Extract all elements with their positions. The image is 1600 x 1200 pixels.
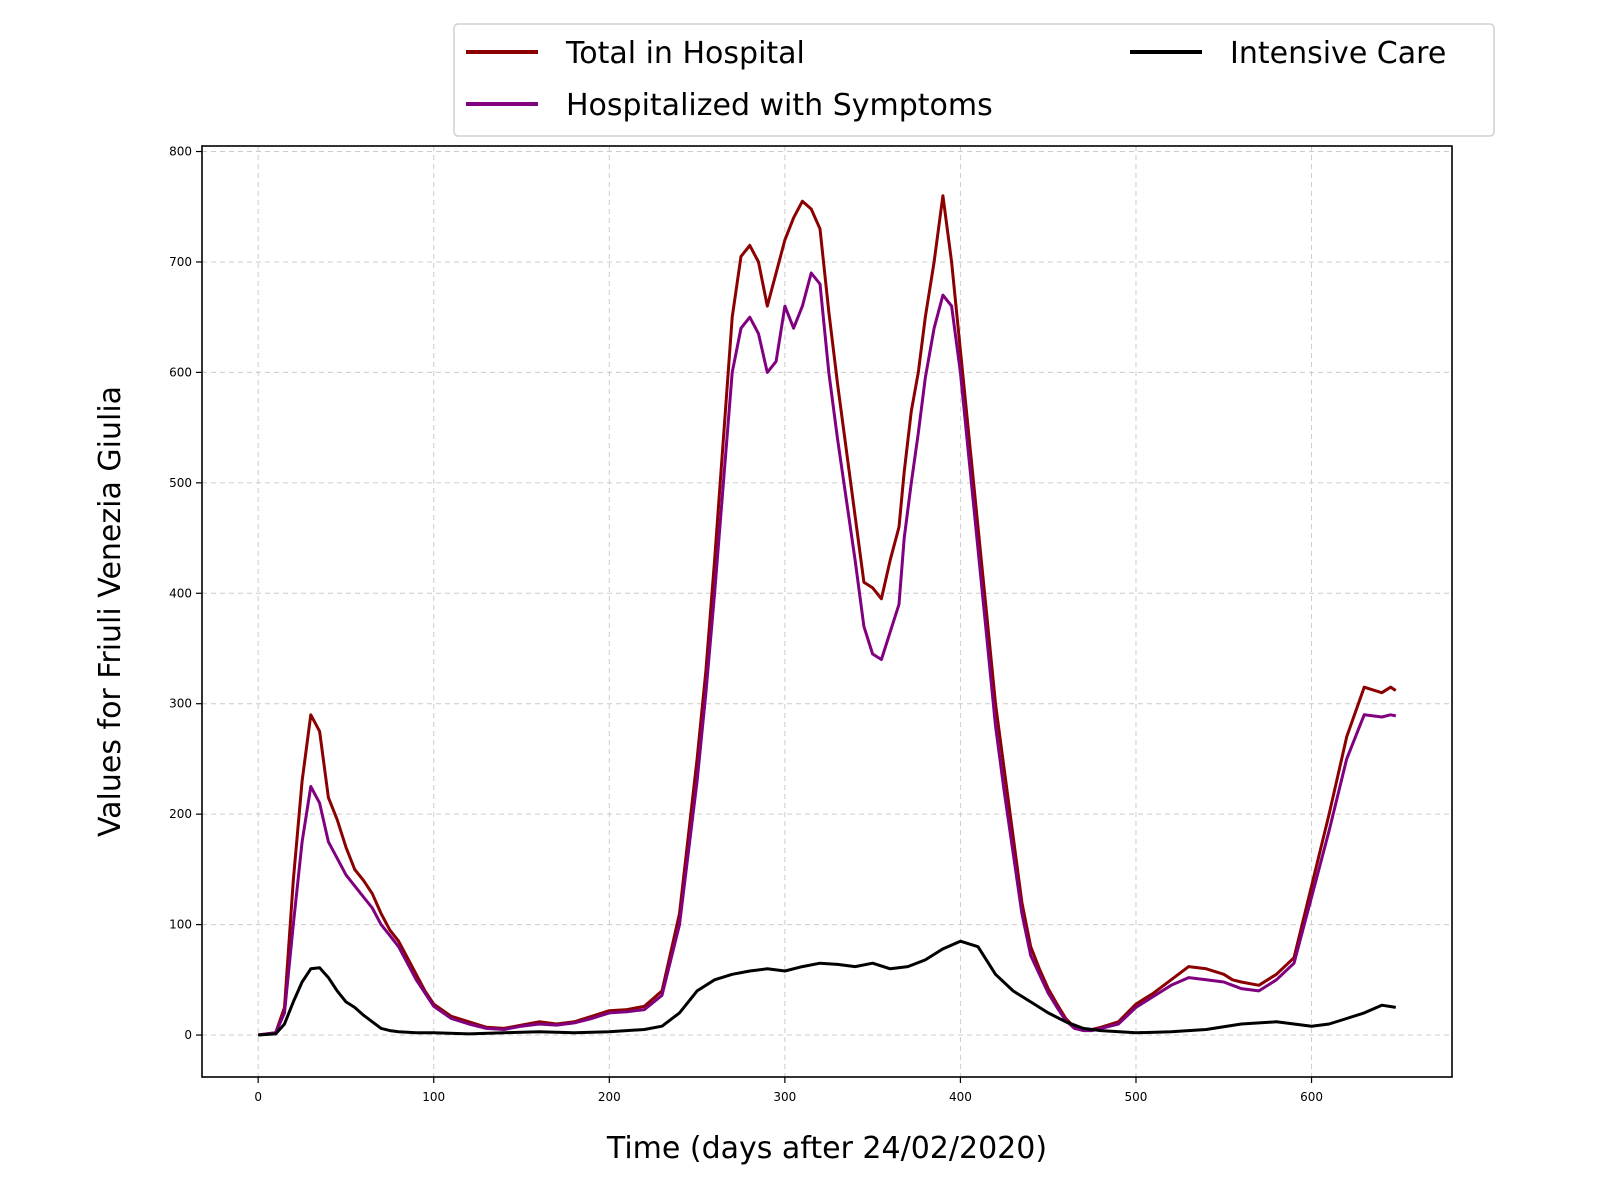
x-tick-label: 500 [1125,1090,1148,1104]
x-tick-label: 0 [254,1090,262,1104]
grid [202,146,1452,1077]
plot-frame [201,145,1453,1078]
y-axis-label: Values for Friuli Venezia Giulia [93,386,128,837]
y-tick-label: 200 [169,807,192,821]
x-tick-label: 400 [949,1090,972,1104]
legend-label-1: Hospitalized with Symptoms [566,88,993,123]
y-tick-label: 0 [184,1028,192,1042]
x-tick-label: 600 [1300,1090,1323,1104]
legend: Total in Hospital Hospitalized with Sympt… [453,23,1495,137]
y-tick-label: 600 [169,365,192,379]
legend-label-0: Total in Hospital [565,36,805,71]
y-tick-label: 800 [169,145,192,159]
legend-box [453,23,1495,137]
y-tick-label: 400 [169,586,192,600]
series-lines [258,194,1397,1037]
legend-label-2: Intensive Care [1230,36,1446,71]
x-axis-ticks: 0 100 200 300 400 500 600 [254,1077,1323,1104]
y-tick-label: 100 [169,918,192,932]
series-line-2 [258,939,1397,1037]
series-line-0 [258,194,1397,1037]
series-line-1 [258,271,1397,1037]
x-axis-label: Time (days after 24/02/2020) [606,1131,1047,1166]
y-tick-label: 700 [169,255,192,269]
x-tick-label: 300 [773,1090,796,1104]
x-tick-label: 200 [598,1090,621,1104]
y-axis-ticks: 0 100 200 300 400 500 600 700 800 [169,145,202,1042]
y-tick-label: 500 [169,476,192,490]
y-tick-label: 300 [169,697,192,711]
x-tick-label: 100 [422,1090,445,1104]
